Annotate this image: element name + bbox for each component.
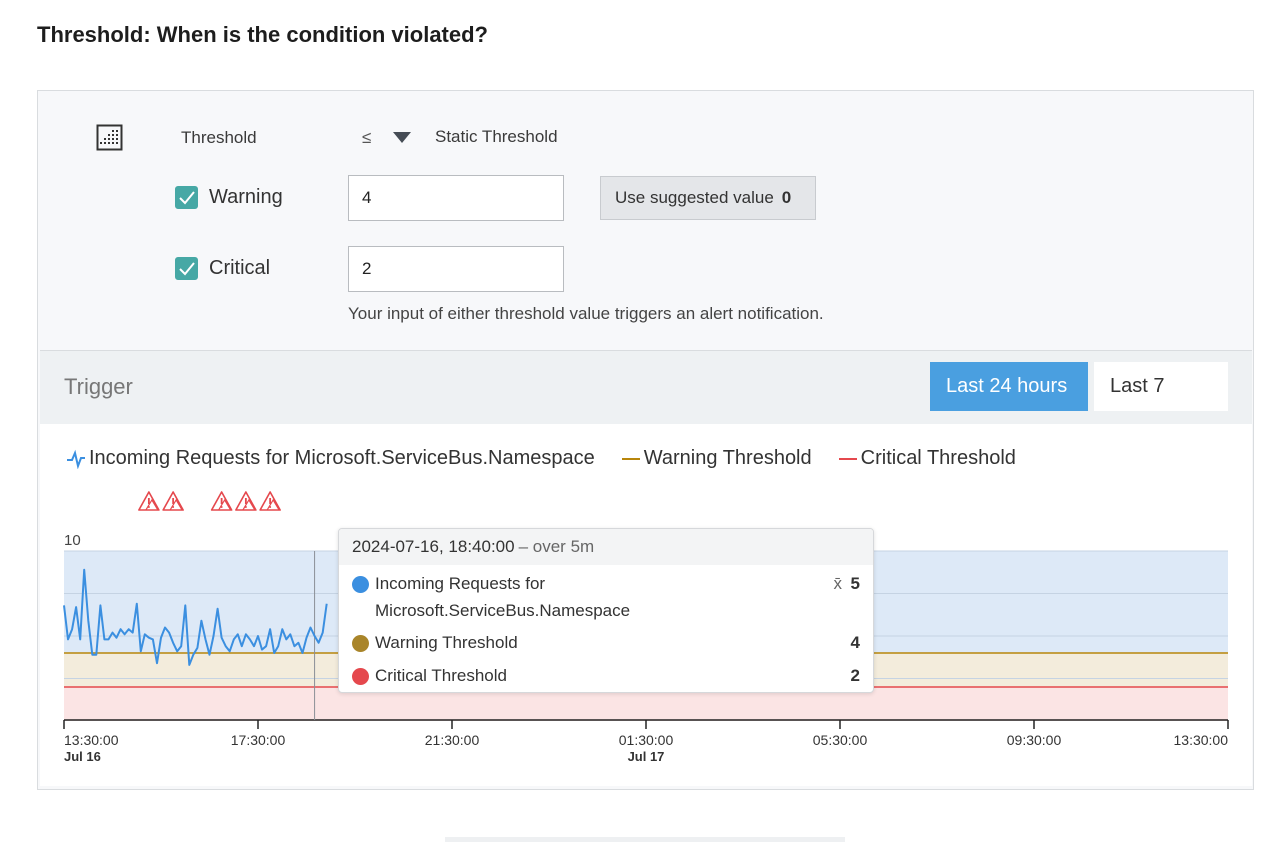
alert-icon <box>210 491 233 511</box>
alert-icon <box>235 491 257 511</box>
x-tick-label: 13:30:00 <box>1174 732 1229 748</box>
suggest-value: 0 <box>781 188 792 207</box>
x-tick-label: 09:30:00 <box>1007 732 1062 748</box>
dropdown-arrow[interactable] <box>393 132 412 144</box>
checkmark <box>179 262 195 276</box>
alert-triangle <box>259 491 281 511</box>
tooltip-value: 4 <box>850 633 860 652</box>
alert-icon <box>259 491 281 511</box>
alert-dot <box>147 506 150 508</box>
alert-dot <box>244 506 247 508</box>
warning-label: Warning <box>209 186 283 208</box>
critical-label: Critical <box>209 257 271 279</box>
tooltip-dot <box>352 668 369 685</box>
x-tick-label: 01:30:00 <box>619 732 674 748</box>
critical-input[interactable]: 2 <box>348 246 564 292</box>
checkbox[interactable] <box>175 186 198 209</box>
checkbox[interactable] <box>175 257 198 280</box>
legend-label: Incoming Requests for Microsoft.ServiceB… <box>89 447 595 469</box>
operator[interactable]: ≤ <box>362 128 372 147</box>
alert-dot <box>269 506 272 508</box>
tooltip-name: Warning Threshold <box>375 633 518 652</box>
hint: Your input of either threshold value tri… <box>348 304 824 323</box>
legend-label: Warning Threshold <box>643 447 812 469</box>
tooltip-value: 5 <box>850 574 860 593</box>
range-button[interactable]: Last 24 hours <box>930 362 1088 411</box>
alert-triangle-inner <box>266 498 280 511</box>
tooltip-stat: x̄ <box>833 574 843 593</box>
tooltip-name: Incoming Requests for Microsoft.ServiceB… <box>375 574 631 620</box>
threshold-icon <box>96 124 123 151</box>
x-tick-label: 17:30:00 <box>231 732 286 748</box>
data-line <box>63 568 328 666</box>
x-tick-label: 05:30:00 <box>813 732 868 748</box>
trigger-title: Trigger <box>64 374 133 399</box>
page-title: Threshold: When is the condition violate… <box>37 22 488 47</box>
alert-triangle <box>210 491 233 511</box>
alert-triangle <box>235 491 257 511</box>
legend-icon <box>838 457 857 460</box>
legend-swatch <box>67 449 85 469</box>
legend-item[interactable]: Incoming Requests for Microsoft.ServiceB… <box>66 447 595 470</box>
suggest-button[interactable]: Use suggested value 0 <box>600 176 816 220</box>
warning-input[interactable]: 4 <box>348 175 564 221</box>
alert-triangle <box>162 491 184 511</box>
alert-triangle-inner <box>218 498 232 511</box>
legend: Incoming Requests for Microsoft.ServiceB… <box>66 447 1042 470</box>
alert-dot <box>220 506 223 508</box>
tooltip-time: 2024-07-16, 18:40:00 <box>352 537 515 556</box>
alert-triangle-inner <box>242 498 256 511</box>
alert-triangle <box>138 491 160 511</box>
legend-item[interactable]: Warning Threshold <box>621 447 812 470</box>
tooltip-note: – over 5m <box>518 537 595 556</box>
y-tick-label: 10 <box>64 532 81 549</box>
x-tick-label: 21:30:00 <box>425 732 480 748</box>
suggest-label: Use suggested value <box>615 188 774 207</box>
alert-triangle-inner <box>169 498 183 511</box>
tooltip-value: 2 <box>850 666 860 685</box>
alert-dot <box>172 506 175 508</box>
tooltip-header: 2024-07-16, 18:40:00– over 5m <box>339 529 873 565</box>
legend-item[interactable]: Critical Threshold <box>838 447 1016 470</box>
tooltip-dot <box>352 635 369 652</box>
alert-icon <box>138 491 160 511</box>
tooltip: 2024-07-16, 18:40:00– over 5m Incoming R… <box>338 528 874 693</box>
x-tick-label: 13:30:00 <box>64 732 119 748</box>
x-tick-date: Jul 17 <box>628 749 665 764</box>
range-button[interactable]: Last 7 days <box>1094 362 1228 446</box>
alert-triangle-inner <box>145 498 159 511</box>
scroll-bar <box>445 837 845 842</box>
threshold-type[interactable]: Static Threshold <box>435 127 558 146</box>
legend-icon <box>67 449 85 469</box>
tooltip-name: Critical Threshold <box>375 666 507 685</box>
alert-icon <box>162 491 184 511</box>
legend-icon <box>621 457 640 460</box>
legend-label: Critical Threshold <box>860 447 1016 469</box>
checkmark <box>179 191 195 205</box>
x-tick-date: Jul 16 <box>64 749 101 764</box>
tooltip-dot <box>352 576 369 593</box>
threshold-label: Threshold <box>181 128 257 147</box>
